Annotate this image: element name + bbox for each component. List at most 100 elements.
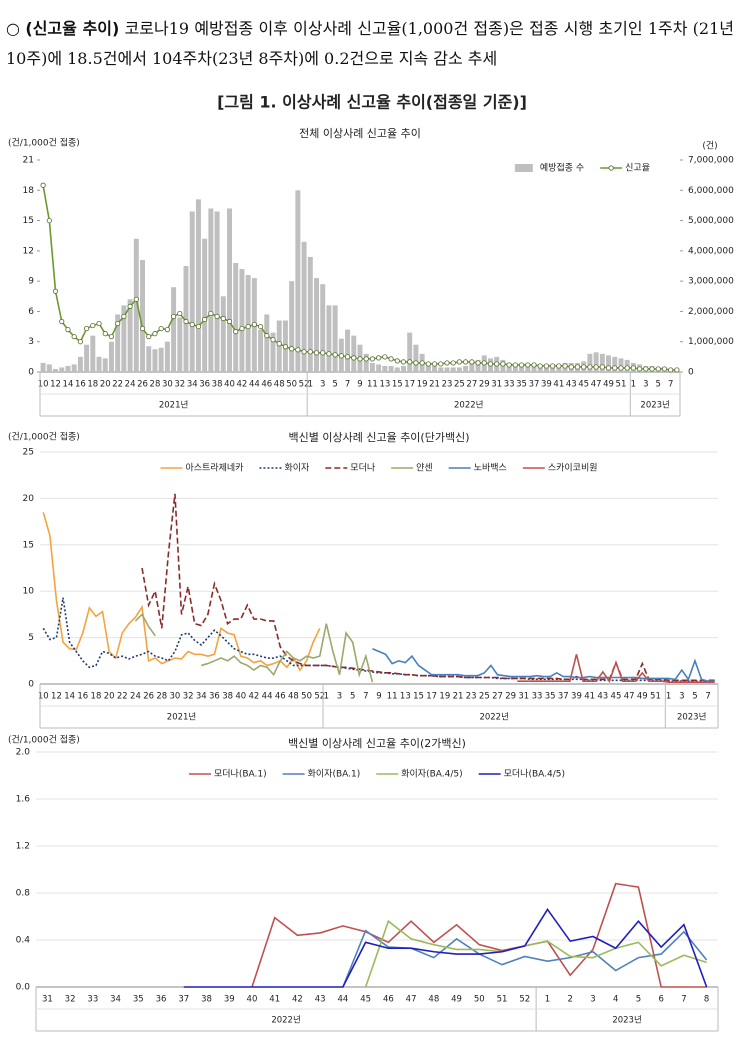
line-marker [139,325,146,332]
x-tick-label: 26 [137,380,148,390]
bar [413,344,419,372]
x-tick-label: 1 [666,692,671,702]
line-marker [226,318,233,325]
line-marker [444,360,450,366]
line-marker [96,320,102,327]
x-tick-label: 34 [196,692,207,702]
x-tick-label: 7 [705,692,710,702]
bar [189,211,195,372]
y-tick-label: 20 [23,494,35,504]
x-tick-label: 40 [235,692,246,702]
x-tick-label: 46 [275,692,286,702]
line-marker [301,349,307,355]
line-marker [407,359,413,365]
bar [164,341,170,372]
x-tick-label: 7 [345,380,350,390]
bar [537,365,543,372]
line-marker [643,366,649,372]
bar [220,296,226,372]
x-tick-label: 33 [504,380,515,390]
x-tick-label: 51 [650,692,661,702]
bar [264,314,270,372]
bar [438,367,444,372]
line-marker [282,344,289,350]
bar [444,367,450,372]
x-group-label: 2022년 [479,712,508,723]
x-tick-label: 43 [597,692,608,702]
y2-tick-label: 4,000,000 [688,246,734,256]
line-marker [195,323,202,330]
legend: 아스트라제네카 화이자 모더나 얀센 노바백스 스카이코비원 [160,462,598,474]
bar [326,305,332,372]
line-marker [456,359,463,365]
x-group-label: 2022년 [454,400,483,411]
line-marker [537,363,543,369]
line-marker [251,321,257,328]
legend-item: 스카이코비원 [522,463,598,474]
bar [407,332,413,372]
x-tick-label: 25 [479,692,490,702]
line-marker [388,356,394,362]
x-tick-label: 5 [656,380,661,390]
x-tick-label: 3 [679,692,684,702]
legend-label: 아스트라제네카 [185,463,243,474]
x-tick-label: 23 [442,380,453,390]
x-tick-label: 48 [428,995,439,1005]
bar [606,355,612,372]
line-marker [463,359,469,365]
legend-label: 화이자(BA.4/5) [401,769,462,780]
x-tick-label: 44 [262,692,273,702]
legend-item: 모더나 [325,463,375,474]
line-marker [593,364,599,370]
line-marker [506,362,512,368]
bar [512,364,518,372]
bar [84,344,90,372]
x-tick-label: 13 [400,692,411,702]
legend-item: 노바백스 [448,463,507,474]
line-marker [525,362,531,368]
x-tick-label: 24 [125,380,136,390]
legend-item: 아스트라제네카 [160,463,243,474]
x-tick-label: 35 [545,692,556,702]
x-tick-label: 17 [404,380,415,390]
x-tick-label: 49 [637,692,648,702]
x-group-label: 2021년 [167,712,196,723]
x-tick-label: 19 [417,380,428,390]
x-tick-label: 13 [379,380,390,390]
line-marker [233,329,239,335]
line-marker [469,359,475,365]
x-tick-label: 52 [519,995,530,1005]
line-marker [90,322,96,329]
x-tick-label: 27 [492,692,503,702]
x-tick-label: 39 [571,692,582,702]
x-tick-label: 39 [541,380,552,390]
x-tick-label: 34 [110,995,121,1005]
x-group-label: 2023년 [612,1015,641,1026]
bar [382,365,388,372]
legend-swatch [514,164,533,172]
bar [295,190,301,372]
bar [121,305,127,372]
x-tick-label: 47 [624,692,635,702]
line-marker [649,366,655,372]
bar [171,287,177,372]
x-tick-label: 29 [479,380,490,390]
bar [59,367,65,372]
bar [369,362,375,372]
y2-tick-label: 6,000,000 [688,186,734,196]
figure-title: [그림 1. 이상사례 신고율 추이(접종일 기준)] [217,93,527,112]
x-tick-label: 28 [156,692,167,702]
x-tick-label: 28 [150,380,161,390]
y-tick-label: 0.0 [16,983,31,993]
x-tick-label: 41 [553,380,564,390]
bar [40,362,46,372]
line-marker [332,352,338,358]
line-marker [376,355,382,361]
x-tick-label: 42 [237,380,248,390]
line-marker [494,361,500,367]
line-marker [475,360,481,366]
x-tick-label: 52 [299,380,310,390]
line-marker [344,354,351,360]
y-tick-label: 9 [28,277,34,287]
